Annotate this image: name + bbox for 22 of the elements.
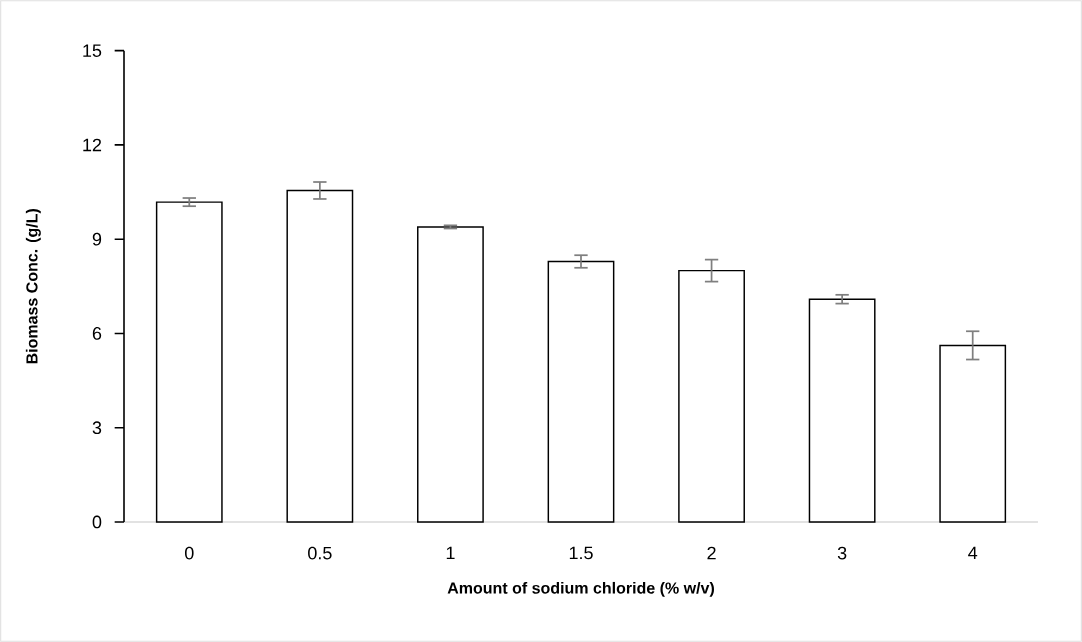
x-tick-label: 3	[837, 546, 847, 560]
x-tick-label: 4	[968, 546, 978, 560]
x-tick-label: 1.5	[569, 546, 593, 560]
y-tick-label: 3	[92, 421, 102, 435]
x-tick-label: 0	[184, 546, 194, 560]
bar	[678, 269, 745, 523]
y-tick-label: 0	[92, 515, 102, 529]
bar	[808, 298, 876, 523]
y-tick-label: 15	[83, 44, 102, 57]
bar	[547, 260, 615, 523]
bar	[155, 201, 223, 523]
y-axis-title: Biomass Conc. (g/L)	[25, 209, 41, 364]
y-tick-label: 9	[92, 232, 102, 246]
x-tick-label: 0.5	[308, 546, 332, 560]
x-tick-label: 2	[707, 546, 716, 560]
bar	[939, 344, 1007, 523]
y-tick-label: 12	[83, 138, 102, 152]
y-tick-label: 6	[92, 327, 102, 340]
bar	[417, 226, 484, 523]
x-tick-label: 1	[446, 546, 455, 560]
x-axis-title: Amount of sodium chloride (% w/v)	[447, 581, 714, 597]
bar	[286, 189, 354, 523]
